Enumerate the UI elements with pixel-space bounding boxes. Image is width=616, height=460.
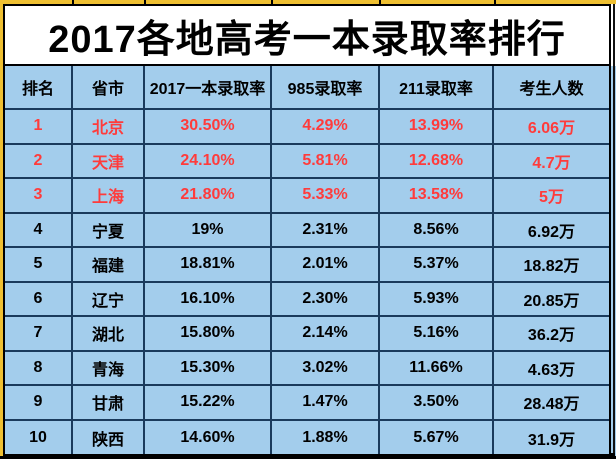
left-gold-strip [0,4,3,456]
cell-rank: 4 [5,213,73,248]
cell-rate-985: 5.33% [272,179,380,214]
cell-candidates: 20.85万 [494,283,609,317]
cell-rank: 2 [5,144,73,179]
cell-rank: 3 [5,179,73,214]
col-header-rate-211: 211录取率 [380,66,494,110]
table-row: 10 陕西 14.60% 1.88% 5.67% 31.9万 [5,420,609,454]
cell-rate-211: 3.50% [380,386,494,421]
cell-candidates: 36.2万 [494,317,609,352]
cell-province: 上海 [73,179,145,214]
cell-rate-2017: 24.10% [145,144,272,179]
cell-candidates: 18.82万 [494,248,609,283]
cell-rank: 7 [5,317,73,352]
header-row: 排名 省市 2017一本录取率 985录取率 211录取率 考生人数 [5,66,609,110]
cell-rank: 1 [5,110,73,145]
cell-candidates: 6.06万 [494,110,609,145]
cell-rate-2017: 15.80% [145,317,272,352]
cell-rate-211: 5.93% [380,282,494,317]
col-header-candidates: 考生人数 [494,66,609,110]
cell-rate-211: 13.99% [380,110,494,145]
table-row: 3 上海 21.80% 5.33% 13.58% 5万 [5,179,609,214]
col-header-rate-2017: 2017一本录取率 [145,66,272,110]
table-row: 7 湖北 15.80% 2.14% 5.16% 36.2万 [5,317,609,352]
cell-rate-211: 5.16% [380,317,494,352]
cell-rank: 10 [5,420,73,454]
column-divider-tick [494,0,496,4]
cell-rate-2017: 14.60% [145,420,272,454]
column-divider-tick [379,0,381,4]
cell-candidates: 31.9万 [527,431,576,449]
cell-rate-2017: 15.22% [145,386,272,421]
col-header-province: 省市 [73,66,145,110]
page-title: 2017各地高考一本录取率排行 [5,6,609,66]
cell-rate-985: 1.47% [272,386,380,421]
cell-province: 陕西 [73,420,145,454]
cell-rate-211: 8.56% [380,213,494,248]
table-row: 1 北京 30.50% 4.29% 13.99% 6.06万 [5,110,609,145]
table-row: 6 辽宁 16.10% 2.30% 5.93% 20.85万 [5,282,609,317]
cell-rate-2017: 21.80% [145,179,272,214]
cell-province: 辽宁 [73,282,145,317]
table-row: 9 甘肃 15.22% 1.47% 3.50% 28.48万 [5,386,609,421]
cell-rate-985: 2.14% [272,317,380,352]
col-header-rank: 排名 [5,66,73,110]
cell-candidates: 5万 [494,179,609,214]
cell-province: 青海 [73,351,145,386]
cell-rate-211: 5.67% [380,420,494,454]
cell-rate-985: 5.81% [272,144,380,179]
cell-candidates: 6.92万 [494,214,609,248]
cell-rank: 6 [5,282,73,317]
table-row: 5 福建 18.81% 2.01% 5.37% 18.82万 [5,248,609,283]
cell-rate-2017: 30.50% [145,110,272,145]
cell-rate-211: 11.66% [380,351,494,386]
cell-rate-985: 2.31% [272,213,380,248]
cell-candidates: 4.63万 [494,352,609,386]
table-row: 2 天津 24.10% 5.81% 12.68% 4.7万 [5,144,609,179]
cell-rate-985: 2.30% [272,282,380,317]
top-gold-row-strip [0,0,616,4]
cell-rate-2017: 18.81% [145,248,272,283]
cell-rate-211: 13.58% [380,179,494,214]
table-row: 8 青海 15.30% 3.02% 11.66% 4.63万 [5,351,609,386]
table-row: 4 宁夏 19% 2.31% 8.56% 6.92万 [5,213,609,248]
cell-province: 甘肃 [73,386,145,421]
cell-rate-2017: 19% [145,213,272,248]
cell-province: 宁夏 [73,213,145,248]
cell-rank: 8 [5,351,73,386]
selection-handle [610,453,615,458]
cell-rate-2017: 15.30% [145,351,272,386]
column-divider-tick [271,0,273,4]
cell-rate-211: 5.37% [380,248,494,283]
cell-rank: 5 [5,248,73,283]
cell-candidates: 4.7万 [494,145,609,179]
cell-candidates: 28.48万 [494,386,609,421]
cell-province: 福建 [73,248,145,283]
table-right-double-border [613,4,615,456]
table-body: 1 北京 30.50% 4.29% 13.99% 6.06万 2 天津 24.1… [5,110,609,454]
column-divider-tick [72,0,74,4]
ranking-table: 2017各地高考一本录取率排行 排名 省市 2017一本录取率 985录取率 2… [3,4,611,456]
cell-rate-211: 12.68% [380,144,494,179]
cell-rate-985: 2.01% [272,248,380,283]
cell-rate-985: 4.29% [272,110,380,145]
cell-province: 北京 [73,110,145,145]
column-divider-tick [144,0,146,4]
col-header-rate-985: 985录取率 [272,66,380,110]
table-bottom-border [0,456,616,459]
cell-province: 天津 [73,144,145,179]
cell-rate-985: 3.02% [272,351,380,386]
cell-rate-985: 1.88% [272,420,380,454]
cell-province: 湖北 [73,317,145,352]
cell-rate-2017: 16.10% [145,282,272,317]
cell-rank: 9 [5,386,73,421]
